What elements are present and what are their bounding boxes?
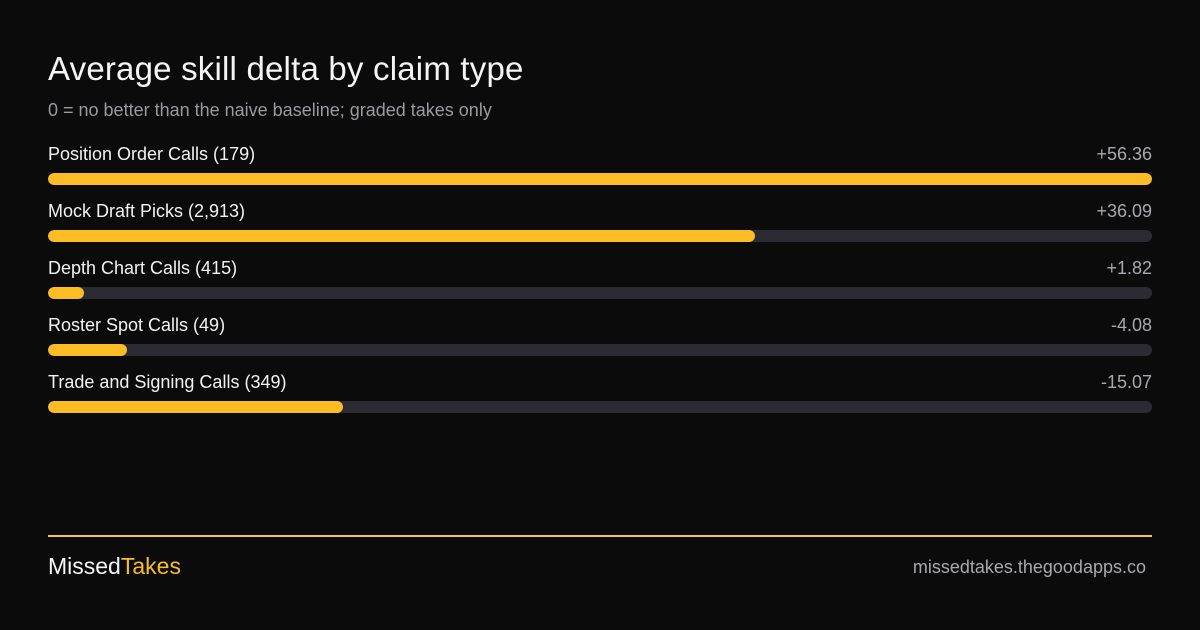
bar-fill bbox=[48, 230, 755, 242]
bar-track bbox=[48, 344, 1152, 356]
bar-value-label: +56.36 bbox=[1096, 144, 1152, 164]
bar-value-label: -4.08 bbox=[1110, 315, 1152, 335]
chart-subtitle: 0 = no better than the naive baseline; g… bbox=[48, 100, 492, 120]
brand-logo: MissedTakes bbox=[48, 553, 181, 580]
bar-fill bbox=[48, 287, 85, 299]
bar-value-label: -15.07 bbox=[1100, 372, 1152, 392]
bar-fill bbox=[48, 401, 343, 413]
chart-title: Average skill delta by claim type bbox=[48, 50, 524, 87]
bar-value-label: +36.09 bbox=[1096, 201, 1152, 221]
bar-row: Position Order Calls (179) +56.36 bbox=[48, 144, 1152, 201]
brand-part-takes: Takes bbox=[120, 553, 181, 579]
bar-fill bbox=[48, 173, 1152, 185]
bar-track bbox=[48, 287, 1152, 299]
bar-track bbox=[48, 230, 1152, 242]
footer-divider bbox=[48, 535, 1152, 537]
bar-label: Depth Chart Calls (415) bbox=[48, 258, 238, 278]
bar-label: Position Order Calls (179) bbox=[48, 144, 256, 164]
site-url: missedtakes.thegoodapps.co bbox=[912, 557, 1146, 577]
bar-track bbox=[48, 401, 1152, 413]
chart-card: Average skill delta by claim type 0 = no… bbox=[48, 0, 1152, 630]
bar-label: Trade and Signing Calls (349) bbox=[48, 372, 287, 392]
brand-part-missed: Missed bbox=[48, 553, 121, 579]
bar-label: Roster Spot Calls (49) bbox=[48, 315, 226, 335]
bar-row: Roster Spot Calls (49) -4.08 bbox=[48, 315, 1152, 372]
bar-rows: Position Order Calls (179) +56.36 Mock Dra… bbox=[48, 144, 1152, 429]
bar-value-label: +1.82 bbox=[1106, 258, 1152, 278]
bar-row: Depth Chart Calls (415) +1.82 bbox=[48, 258, 1152, 315]
bar-row: Mock Draft Picks (2,913) +36.09 bbox=[48, 201, 1152, 258]
bar-label: Mock Draft Picks (2,913) bbox=[48, 201, 246, 221]
bar-fill bbox=[48, 344, 128, 356]
bar-row: Trade and Signing Calls (349) -15.07 bbox=[48, 372, 1152, 429]
bar-track bbox=[48, 173, 1152, 185]
